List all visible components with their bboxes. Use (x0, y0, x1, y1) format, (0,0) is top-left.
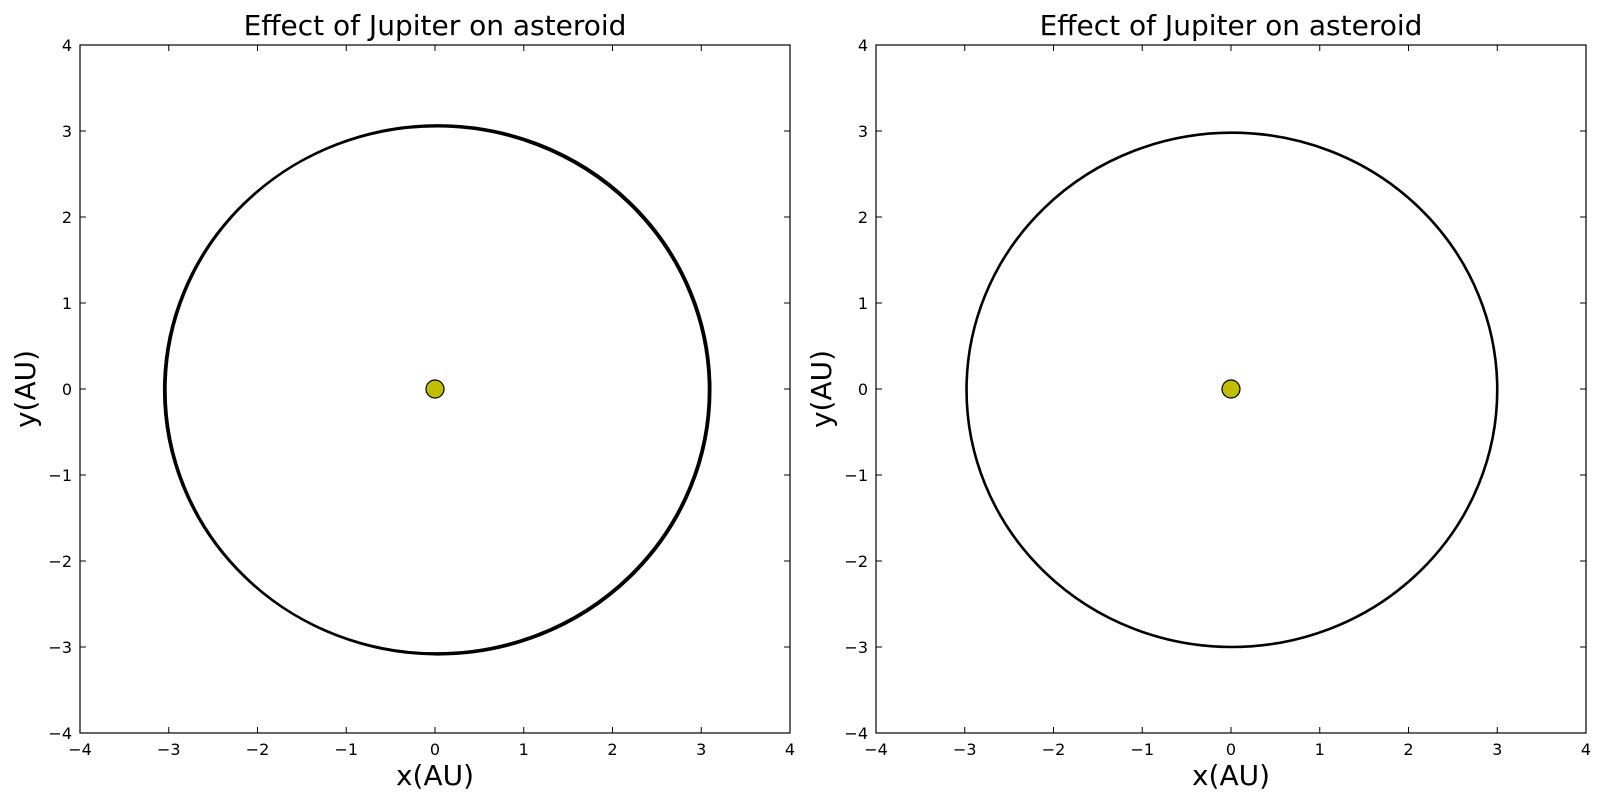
y-tick-label: 3 (62, 122, 72, 141)
y-tick-label: −4 (48, 724, 72, 743)
y-tick-label: 3 (858, 122, 868, 141)
y-axis-label: y(AU) (805, 350, 838, 428)
y-tick-label: −4 (844, 724, 868, 743)
x-tick-label: 0 (430, 740, 440, 759)
chart-panel-2: −4 −3 −2 −1 0 1 2 3 4 −4 −3 −2 −1 0 1 2 3 4 Effect of Jupi… (805, 9, 1591, 792)
sun-marker (1221, 379, 1241, 399)
y-tick-label: 4 (858, 36, 868, 55)
x-tick-label: 4 (785, 740, 795, 759)
y-tick-label: −3 (48, 638, 72, 657)
x-tick-label: 2 (1403, 740, 1413, 759)
x-tick-label: −4 (864, 740, 888, 759)
y-tick-label: 0 (858, 380, 868, 399)
y-axis-label: y(AU) (9, 350, 42, 428)
x-tick-label: 2 (607, 740, 617, 759)
x-axis-label: x(AU) (396, 759, 474, 792)
x-tick-label: −2 (1042, 740, 1066, 759)
y-tick-label: −1 (48, 466, 72, 485)
chart-title: Effect of Jupiter on asteroid (1040, 9, 1423, 42)
x-tick-label: 3 (696, 740, 706, 759)
y-tick-label: −1 (844, 466, 868, 485)
x-tick-label: 1 (519, 740, 529, 759)
y-tick-label: 2 (858, 208, 868, 227)
sun-marker (425, 379, 445, 399)
y-tick-label: 1 (62, 294, 72, 313)
y-tick-label: 2 (62, 208, 72, 227)
y-tick-label: −3 (844, 638, 868, 657)
orbit-path (965, 131, 1499, 649)
x-tick-label: 3 (1492, 740, 1502, 759)
x-tick-label: −1 (1130, 740, 1154, 759)
x-tick-label: −2 (246, 740, 270, 759)
x-tick-label: −3 (953, 740, 977, 759)
y-tick-label: −2 (844, 552, 868, 571)
orbit-path (164, 124, 712, 656)
x-axis-label: x(AU) (1192, 759, 1270, 792)
y-tick-label: −2 (48, 552, 72, 571)
x-tick-label: 1 (1315, 740, 1325, 759)
chart-panel-1: −4 −3 −2 −1 0 1 2 3 4 −4 −3 −2 −1 0 1 2 3 4 Effect of Jupi… (9, 9, 795, 792)
x-tick-label: 0 (1226, 740, 1236, 759)
y-tick-label: 4 (62, 36, 72, 55)
x-tick-label: −4 (68, 740, 92, 759)
chart-title: Effect of Jupiter on asteroid (244, 9, 627, 42)
y-tick-label: 0 (62, 380, 72, 399)
x-tick-label: −3 (157, 740, 181, 759)
x-tick-label: −1 (334, 740, 358, 759)
x-tick-label: 4 (1581, 740, 1591, 759)
y-tick-label: 1 (858, 294, 868, 313)
